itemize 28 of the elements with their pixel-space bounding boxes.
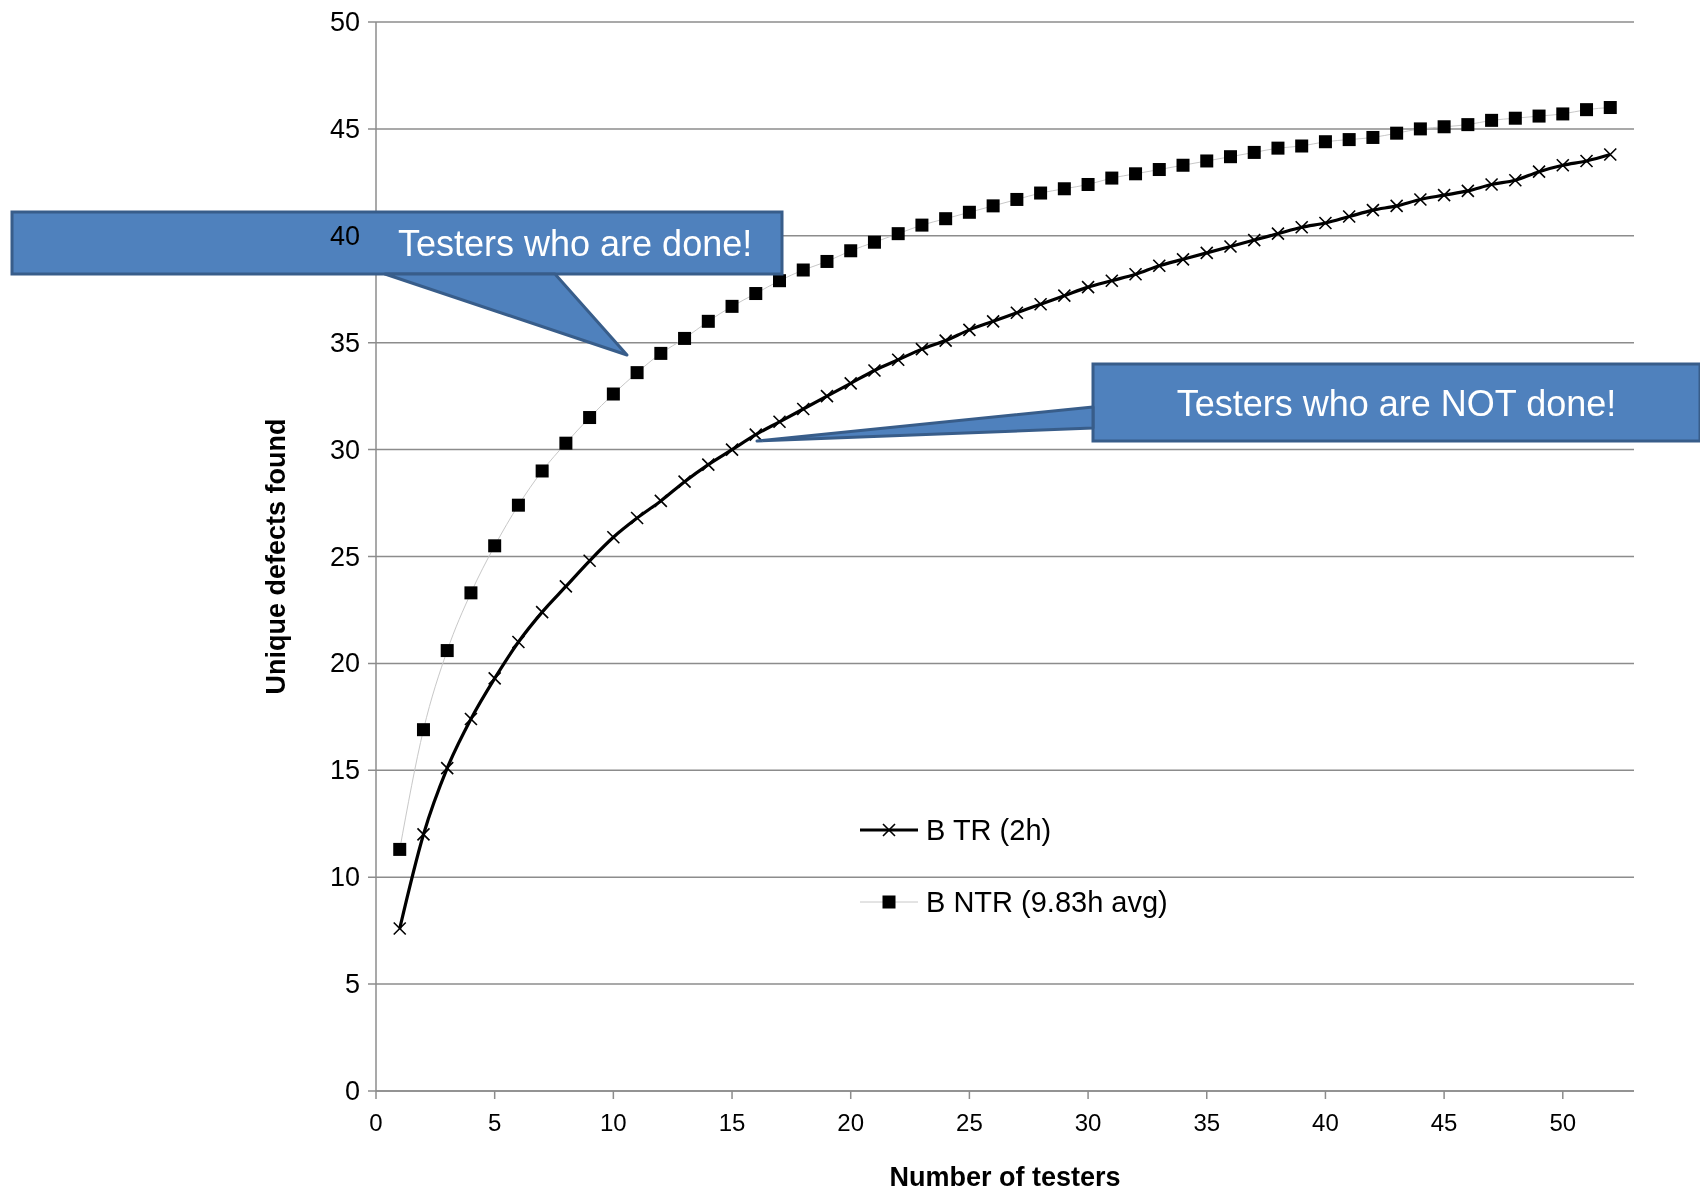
x-tick-label: 30 <box>1074 1109 1102 1136</box>
x-tick-label: 20 <box>837 1109 865 1136</box>
y-tick-label: 20 <box>329 648 360 679</box>
x-tick-label: 0 <box>369 1109 383 1136</box>
x-tick-label: 25 <box>956 1109 983 1136</box>
x-tick-label: 40 <box>1312 1109 1339 1136</box>
x-tick-label: 45 <box>1430 1109 1458 1136</box>
y-tick-label: 10 <box>329 862 360 893</box>
y-tick-label: 25 <box>329 541 360 572</box>
x-axis-title: Number of testers <box>889 1162 1121 1192</box>
y-tick-label: 5 <box>344 969 360 1000</box>
x-tick-label: 5 <box>488 1109 502 1136</box>
legend-label: B NTR (9.83h avg) <box>926 886 1168 918</box>
legend-label: B TR (2h) <box>926 814 1052 846</box>
x-tick-label: 10 <box>600 1109 627 1136</box>
y-tick-label: 50 <box>329 7 360 37</box>
x-tick-label: 35 <box>1193 1109 1221 1136</box>
x-tick-label: 50 <box>1549 1109 1577 1136</box>
annotation: Testers who are done! <box>398 223 753 264</box>
y-tick-label: 15 <box>329 755 360 786</box>
y-tick-label: 30 <box>329 434 360 465</box>
y-tick-label: 45 <box>329 113 360 144</box>
y-axis-title: Unique defects found <box>261 418 291 695</box>
x-tick-label: 15 <box>718 1109 746 1136</box>
y-tick-label: 35 <box>329 327 360 358</box>
annotation: Testers who are NOT done! <box>1176 382 1617 424</box>
y-tick-label: 40 <box>329 220 360 251</box>
y-tick-label: 0 <box>344 1076 360 1106</box>
